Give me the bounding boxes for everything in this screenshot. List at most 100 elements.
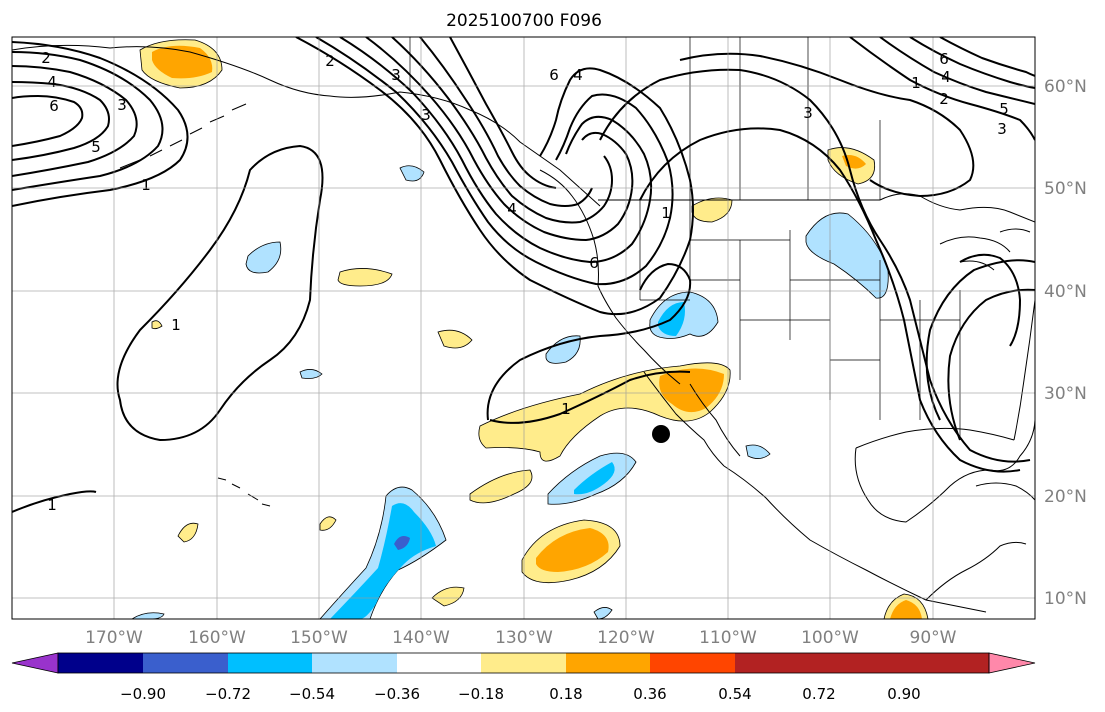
contour-label: 6 (49, 97, 59, 115)
lon-label: 160°W (188, 628, 246, 648)
anomaly-negative-small (245, 241, 282, 274)
anomaly-positive-midwest (691, 197, 733, 223)
contour-pacific-trough-5 (391, 37, 614, 224)
contour-subtropical (489, 370, 691, 424)
colorbar: −0.90 −0.72 −0.54 −0.36 −0.18 0.18 0.36 … (11, 652, 1036, 703)
aleutian-islands (119, 103, 247, 169)
contour-nw-low-5 (12, 94, 84, 147)
map-panel: 2 4 6 3 5 1 2 3 3 6 4 4 6 1 1 1 1 6 4 3 … (12, 37, 1035, 619)
contour-label-group: 2 4 6 3 5 1 2 3 3 6 4 4 6 1 1 1 1 6 4 3 … (41, 49, 1009, 514)
hawaii-islands (217, 477, 271, 507)
contour-east-closed-2 (947, 288, 1035, 441)
colorbar-segment (481, 653, 566, 673)
anomaly-negative-tropical-core (394, 536, 410, 550)
contour-pacific-trough-1 (295, 37, 694, 316)
map-gridlines (12, 37, 1035, 619)
contour-sw-low (12, 490, 97, 513)
lon-label: 140°W (392, 628, 450, 648)
contour-pacific-trough-7 (449, 37, 557, 189)
lon-label: 150°W (290, 628, 348, 648)
anomaly-positive-subtropical-core (659, 368, 724, 413)
anomaly-positive-small (151, 320, 163, 330)
filled-anomaly-areas (131, 39, 929, 619)
contour-lines (12, 37, 1035, 513)
contour-label: 3 (803, 104, 813, 122)
contour-label: 2 (41, 49, 51, 67)
contour-east-ridge-1 (679, 52, 975, 198)
us-gulf-coast (855, 427, 1015, 449)
lat-label: 40°N (1044, 282, 1087, 302)
anomaly-positive-small (177, 522, 199, 543)
bc-washington-coast (539, 169, 681, 385)
contour-label: 6 (939, 50, 949, 68)
contour-nw-low-2 (12, 51, 164, 191)
contour-label: 4 (941, 68, 951, 86)
colorbar-tick-label: 0.54 (718, 685, 751, 703)
contour-label: 1 (47, 496, 57, 514)
colorbar-segment (58, 653, 143, 673)
contour-nw-low-4 (12, 81, 110, 161)
anomaly-negative-small (545, 335, 581, 364)
anomaly-negative-plains (805, 212, 889, 299)
contour-label: 1 (911, 74, 921, 92)
contour-label: 6 (589, 254, 599, 272)
contour-label: 4 (573, 66, 583, 84)
map-frame (11, 36, 1036, 620)
colorbar-segment (735, 653, 989, 673)
colorbar-tick-label: −0.36 (374, 685, 420, 703)
lat-label: 20°N (1044, 487, 1087, 507)
contour-label: 4 (47, 73, 57, 91)
colorbar-tick-label: −0.54 (289, 685, 335, 703)
contour-label: 3 (421, 106, 431, 124)
colorbar-segment (397, 653, 481, 673)
lat-label: 10°N (1044, 589, 1087, 609)
baja-california (643, 371, 741, 467)
contour-label: 1 (561, 400, 571, 418)
us-east-coast (1013, 299, 1035, 441)
contour-nw-low-1 (12, 41, 189, 207)
contour-east-ridge-5 (939, 37, 1035, 77)
central-america-coast (925, 541, 1027, 601)
colorbar-tick-label: 0.18 (549, 685, 582, 703)
cuba (975, 482, 1035, 501)
latitude-labels: 60°N 50°N 40°N 30°N 20°N 10°N (1044, 77, 1087, 609)
contour-east-ridge-3 (879, 37, 1035, 105)
colorbar-segment (650, 653, 735, 673)
anomaly-negative-mexico-coast-core (574, 462, 615, 495)
contour-pacific-trough-2 (315, 37, 674, 286)
contour-pacific-ridge (116, 144, 324, 442)
contour-label: 1 (661, 204, 671, 222)
contour-label: 2 (325, 52, 335, 70)
colorbar-tick-label: 0.90 (887, 685, 920, 703)
gulf-of-mexico (854, 419, 1035, 523)
lon-label: 130°W (495, 628, 553, 648)
lat-label: 30°N (1044, 384, 1087, 404)
colorbar-outline (57, 652, 990, 674)
contour-central-us-2 (639, 127, 1021, 473)
anomaly-negative-small (745, 444, 771, 459)
anomaly-positive-tropical-core (536, 528, 609, 572)
alaska-coast (12, 44, 601, 207)
anomaly-positive-small (431, 586, 465, 607)
lon-label: 100°W (801, 628, 859, 648)
contour-label: 1 (171, 316, 181, 334)
contour-label: 6 (549, 66, 559, 84)
colorbar-segment (566, 653, 650, 673)
location-marker-dot (652, 425, 670, 443)
lon-label: 90°W (910, 628, 957, 648)
colorbar-segments (11, 652, 1036, 674)
lon-label: 110°W (699, 628, 757, 648)
contour-east-closed-3 (959, 253, 1022, 347)
contour-label: 3 (997, 120, 1007, 138)
canada-provinces (409, 37, 881, 200)
colorbar-segment (228, 653, 312, 673)
lat-label: 50°N (1044, 179, 1087, 199)
lon-label: 170°W (85, 628, 143, 648)
anomaly-positive-gulf-core (890, 600, 922, 619)
anomaly-negative-small (299, 369, 323, 379)
colorbar-tick-label: −0.90 (120, 685, 166, 703)
contour-label: 5 (999, 100, 1009, 118)
colorbar-tick-labels: −0.90 −0.72 −0.54 −0.36 −0.18 0.18 0.36 … (120, 685, 921, 703)
coastlines-and-borders (12, 37, 1035, 613)
